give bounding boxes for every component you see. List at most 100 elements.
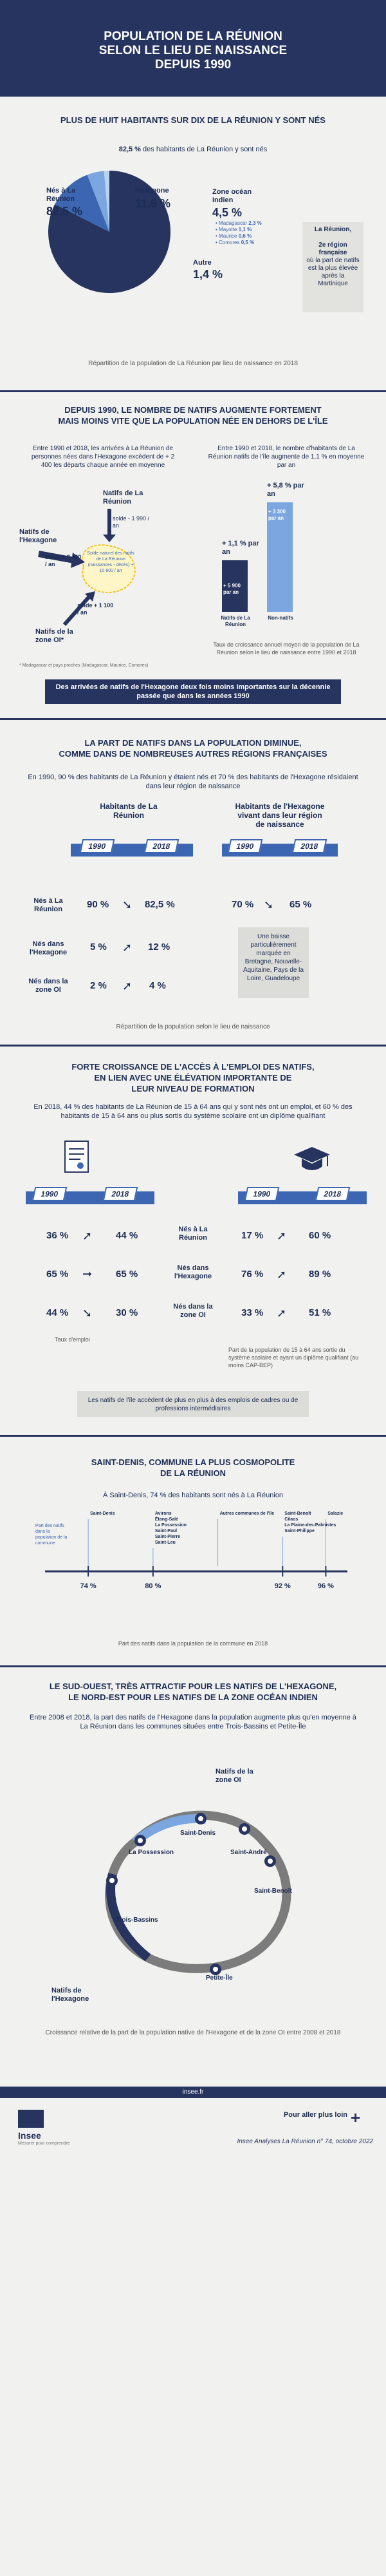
s6-title-1: LE SUD-OUEST, TRÈS ATTRACTIF POUR LES NA… xyxy=(49,1681,337,1691)
flow-label-natifs-oi: Natifs de la zone OI* xyxy=(35,628,73,644)
commune-label: Saint-Benoît Cilaos La Plaine-des-Palmiste… xyxy=(284,1511,336,1533)
pie-label-ocean-indien: Zone océan Indien xyxy=(212,188,252,204)
separator xyxy=(0,1435,386,1437)
s4-box: Les natifs de l'île accèdent de plus en … xyxy=(77,1391,309,1417)
s4-right-caption: Part de la population de 15 à 64 ans sor… xyxy=(228,1347,359,1368)
s6-intro: Entre 2008 et 2018, la part des natifs d… xyxy=(29,1714,357,1730)
s2-title-2: MAIS MOINS VITE QUE LA POPULATION NÉE EN… xyxy=(58,416,328,426)
s1-caption: Répartition de la population de La Réuni… xyxy=(88,360,298,367)
pie-label-autre: Autre xyxy=(193,259,212,267)
s3-title-1: LA PART DE NATIFS DANS LA POPULATION DIM… xyxy=(84,738,302,748)
trend-down-arrow: ➘ xyxy=(122,898,133,911)
pie-slice-hexagone xyxy=(55,175,109,232)
s3-value-2018: 12 % xyxy=(148,942,170,952)
map-label-saint-denis: Saint-Denis xyxy=(180,1830,216,1837)
pie-slice-ocean-indien xyxy=(87,171,109,232)
pie-value-autre: 1,4 % xyxy=(193,268,223,281)
flow-solde-left: solde + 2 400 / an xyxy=(45,554,82,567)
insee-logo-sub: Mesurer pour comprendre xyxy=(18,2141,70,2146)
flow-solde-top: solde - 1 990 / an xyxy=(113,515,150,529)
scale-tick-label: 80 % xyxy=(145,1582,161,1590)
title-line-2: SELON LE LIEU DE NAISSANCE xyxy=(98,44,288,57)
s3-year-1990-right: 1990 xyxy=(227,839,263,853)
scale-axis-note: Part des natifs dans la population de la… xyxy=(35,1524,68,1546)
commune-label: Salazie xyxy=(327,1511,343,1516)
scale-tick-label: 74 % xyxy=(80,1582,96,1590)
s1-side-box-bold: 2e région française xyxy=(318,242,347,256)
map-pin xyxy=(106,1875,118,1886)
insee-logo-mark xyxy=(18,2110,44,2128)
plus-icon[interactable]: + xyxy=(351,2108,361,2127)
trend-up-arrow: ➚ xyxy=(277,1307,287,1320)
s1-subtitle: 82,5 % des habitants de La Réunion y son… xyxy=(118,146,268,153)
s1-side-box-text: où la part de natifs est la plus élevée … xyxy=(306,257,360,287)
pie-value-reunion: 82,5 % xyxy=(46,205,83,218)
s4-year-1990-left: 1990 xyxy=(32,1187,68,1201)
trend-up-arrow: ➚ xyxy=(277,1268,287,1281)
reunion-map xyxy=(105,1810,291,1975)
s4-year-2018-left: 2018 xyxy=(102,1187,138,1201)
map-pin xyxy=(264,1855,276,1867)
s3-title-2: COMME DANS DE NOMBREUSES AUTRES RÉGIONS … xyxy=(59,749,327,759)
oi-details: • Madagascar 2,3 % • Mayotte 1,1 % • Mau… xyxy=(216,220,262,246)
pie-slice-autre xyxy=(104,171,109,232)
s1-side-box-title: La Réunion, xyxy=(314,226,352,233)
trend-up-arrow: ➚ xyxy=(82,1229,93,1242)
s3-value-1990: 90 % xyxy=(87,899,109,910)
pie-label-reunion: Nés à La Réunion xyxy=(46,187,76,203)
map-label-la-possession: La Possession xyxy=(129,1849,174,1856)
separator xyxy=(0,1045,386,1046)
s4-year-2018-right: 2018 xyxy=(315,1187,351,1201)
pie-label-hexagone: Hexagone xyxy=(135,187,169,194)
s3-col2-title: Habitants de l'Hexagone vivant dans leur… xyxy=(235,802,325,829)
s5-caption: Part des natifs dans la population de la… xyxy=(118,1640,268,1647)
s3-value-2018: 4 % xyxy=(149,980,166,991)
s4-diplome-2018: 60 % xyxy=(309,1230,331,1241)
s4-row-label: Nés à La Réunion xyxy=(178,1226,208,1242)
oi-detail-row: • Madagascar 2,3 % xyxy=(216,220,262,226)
s3-year-1990-left: 1990 xyxy=(79,839,115,853)
title-line-3: DEPUIS 1990 xyxy=(154,58,232,71)
s3-year-2018-left: 2018 xyxy=(143,839,179,853)
bar-natifs xyxy=(222,560,248,612)
s5-intro: À Saint-Denis, 74 % des habitants sont n… xyxy=(102,1492,284,1499)
contract-icon xyxy=(64,1141,89,1173)
trend-down-arrow: ➘ xyxy=(82,1307,93,1320)
oi-detail-row: • Comores 0,5 % xyxy=(216,240,255,245)
s3-year-2018-right: 2018 xyxy=(291,839,327,853)
bar-natifs-label: Natifs de La Réunion xyxy=(221,615,250,627)
flow-label-natifs-reunion: Natifs de La Réunion xyxy=(103,489,143,506)
s6-title-2: LE NORD-EST POUR LES NATIFS DE LA ZONE O… xyxy=(68,1692,318,1702)
s3-value-1990: 2 % xyxy=(90,980,107,991)
flow-diagram xyxy=(38,509,136,626)
scale-tick-label: 92 % xyxy=(275,1582,291,1590)
flow-solde-bottom: solde + 1 100 / an xyxy=(77,602,114,616)
separator xyxy=(0,1665,386,1667)
oi-detail-row: • Mayotte 1,1 % xyxy=(216,227,252,232)
s2-title-1: DEPUIS 1990, LE NOMBRE DE NATIFS AUGMENT… xyxy=(64,405,322,415)
s4-diplome-1990: 33 % xyxy=(241,1307,264,1318)
footer-area: Insee Mesurer pour comprendre Pour aller… xyxy=(0,2098,386,2576)
s2-callout: Des arrivées de natifs de l'Hexagone deu… xyxy=(45,679,341,704)
s4-title-3: LEUR NIVEAU DE FORMATION xyxy=(131,1084,255,1094)
s4-left-caption: Taux d'emploi xyxy=(55,1336,90,1343)
s3-hex-value-1990: 70 % xyxy=(232,899,254,910)
s6-caption: Croissance relative de la part de la pop… xyxy=(45,2029,341,2036)
commune-label: Saint-Denis xyxy=(90,1511,115,1516)
trend-down-arrow: ➘ xyxy=(264,898,274,911)
s4-emploi-1990: 65 % xyxy=(46,1269,69,1280)
map-pin xyxy=(239,1823,250,1835)
pie-slice-reunion xyxy=(48,171,171,293)
flow-arrow-bottom xyxy=(62,594,92,626)
flow-center-label: Solde naturel des natifs de La Réunion (… xyxy=(87,551,134,573)
s4-row-label: Nés dans l'Hexagone xyxy=(174,1264,212,1280)
bar-non-natifs xyxy=(267,502,293,612)
s3-col1-title: Habitants de La Réunion xyxy=(100,802,158,820)
s3-intro: En 1990, 90 % des habitants de La Réunio… xyxy=(28,773,358,790)
s4-emploi-1990: 44 % xyxy=(46,1307,69,1318)
footer-source: Insee Analyses La Réunion n° 74, octobre… xyxy=(237,2138,373,2145)
more-link[interactable]: Pour aller plus loin xyxy=(283,2111,347,2119)
footer-site-bar[interactable]: insee.fr xyxy=(0,2087,386,2098)
title-line-1: POPULATION DE LA RÉUNION xyxy=(104,30,282,43)
